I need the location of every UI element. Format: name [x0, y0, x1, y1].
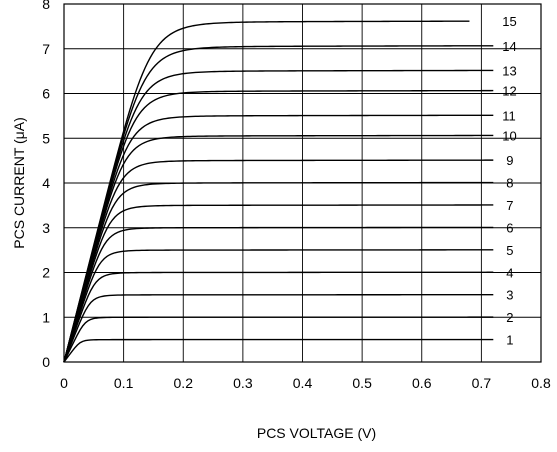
y-tick-label: 8 [42, 0, 50, 12]
x-tick-label: 0.2 [174, 375, 194, 391]
curve-6 [63, 226, 494, 363]
curve-5 [63, 249, 494, 363]
y-tick-label: 4 [42, 175, 50, 191]
curve-label-1: 1 [506, 333, 513, 348]
x-tick-label: 0.6 [412, 375, 432, 391]
curve-label-2: 2 [506, 310, 513, 325]
y-tick-label: 3 [42, 220, 50, 236]
curves [63, 20, 494, 363]
curve-3 [63, 293, 494, 363]
curve-label-15: 15 [502, 14, 516, 29]
curve-4 [63, 271, 494, 363]
y-tick-label: 6 [42, 86, 50, 102]
x-tick-label: 0.1 [114, 375, 134, 391]
curve-label-14: 14 [502, 39, 516, 54]
curve-2 [63, 316, 494, 363]
curve-label-11: 11 [502, 108, 516, 123]
curve-label-12: 12 [502, 84, 516, 99]
curve-15 [63, 20, 470, 363]
x-tick-label: 0.7 [472, 375, 492, 391]
curve-14 [63, 45, 494, 363]
x-tick-label: 0.4 [293, 375, 313, 391]
y-tick-label: 5 [42, 130, 50, 146]
y-tick-label: 2 [42, 265, 50, 281]
curve-13 [63, 69, 494, 363]
curve-7 [63, 204, 494, 363]
curve-label-8: 8 [506, 176, 513, 191]
curve-label-13: 13 [502, 63, 516, 78]
x-tick-label: 0.3 [233, 375, 253, 391]
y-tick-label: 0 [42, 354, 50, 370]
curve-10 [63, 134, 494, 363]
curve-label-10: 10 [502, 128, 516, 143]
curve-label-9: 9 [506, 153, 513, 168]
y-tick-label: 7 [42, 41, 50, 57]
curve-label-7: 7 [506, 198, 513, 213]
y-axis-title: PCS CURRENT (μA) [11, 117, 27, 248]
plot-frame [63, 3, 542, 363]
curve-label-3: 3 [506, 288, 513, 303]
curve-label-6: 6 [506, 220, 513, 235]
curve-label-5: 5 [506, 243, 513, 258]
curve-12 [63, 89, 494, 363]
curve-11 [63, 114, 494, 363]
x-tick-label: 0 [60, 375, 68, 391]
x-tick-label: 0.5 [352, 375, 372, 391]
curve-label-4: 4 [506, 265, 513, 280]
curve-1 [63, 338, 494, 363]
x-axis-title: PCS VOLTAGE (V) [257, 425, 376, 441]
curve-8 [63, 181, 494, 363]
x-tick-label: 0.8 [531, 375, 551, 391]
curve-9 [63, 159, 494, 363]
y-tick-label: 1 [42, 309, 50, 325]
